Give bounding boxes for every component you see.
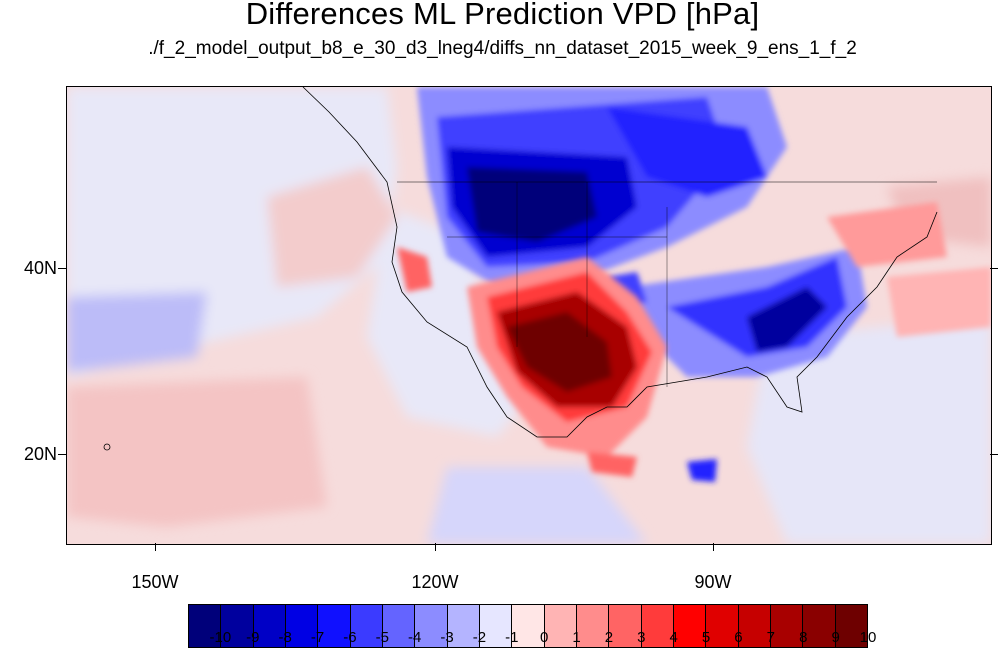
colorbar-swatch (478, 605, 512, 647)
colorbar-label: -10 (209, 629, 232, 646)
colorbar-label: -7 (310, 629, 325, 646)
colorbar-label: 8 (799, 629, 808, 646)
chart-subtitle: ./f_2_model_output_b8_e_30_d3_lneg4/diff… (148, 38, 857, 59)
colorbar-label: 2 (604, 629, 614, 646)
vpd-difference-map (67, 87, 991, 544)
colorbar-label: 4 (669, 629, 678, 646)
lat-label-20n: 20N (24, 444, 58, 464)
colorbar-label: -1 (505, 629, 519, 646)
colorbar-label: -4 (407, 629, 422, 646)
colorbar-swatch (608, 605, 641, 647)
map-panel (66, 86, 992, 545)
colorbar-swatch (834, 605, 867, 647)
lat-tick (990, 268, 998, 269)
lat-label-40n: 40N (24, 258, 58, 278)
colorbar-swatch (220, 605, 253, 647)
colorbar (188, 604, 868, 648)
colorbar-swatch (511, 605, 544, 647)
colorbar-label: 0 (540, 629, 549, 646)
lon-tick (435, 543, 436, 551)
colorbar-swatch (446, 605, 479, 647)
colorbar-swatch (349, 605, 382, 647)
colorbar-label: 7 (766, 629, 776, 646)
lon-label-150w: 150W (131, 572, 179, 592)
colorbar-label: -3 (440, 629, 454, 646)
colorbar-label: 1 (572, 629, 581, 646)
colorbar-label: -6 (343, 629, 357, 646)
lon-label-120w: 120W (411, 572, 459, 592)
colorbar-label: -8 (278, 629, 292, 646)
colorbar-label: 6 (734, 629, 743, 646)
colorbar-swatch (189, 605, 221, 647)
colorbar-label: -9 (246, 629, 260, 646)
colorbar-swatch (705, 605, 738, 647)
colorbar-swatch (640, 605, 673, 647)
colorbar-label: -2 (472, 629, 487, 646)
lon-label-90w: 90W (694, 572, 732, 592)
colorbar-label: -5 (375, 629, 389, 646)
colorbar-swatch (769, 605, 803, 647)
colorbar-swatch (737, 605, 770, 647)
colorbar-swatch (543, 605, 576, 647)
lon-tick (155, 543, 156, 551)
lat-tick (58, 268, 66, 269)
colorbar-label: 3 (637, 629, 646, 646)
colorbar-swatch (802, 605, 835, 647)
field-negative-southeast (607, 247, 867, 482)
colorbar-swatch (672, 605, 706, 647)
colorbar-swatch (252, 605, 285, 647)
coastlines (103, 87, 938, 451)
colorbar-label: 5 (701, 629, 711, 646)
colorbar-swatch (414, 605, 447, 647)
colorbar-swatch (575, 605, 609, 647)
colorbar-swatch (381, 605, 415, 647)
colorbar-label: 9 (831, 629, 840, 646)
colorbar-label: 10 (859, 629, 877, 646)
colorbar-swatch (284, 605, 318, 647)
lon-tick (713, 543, 714, 551)
lat-tick (58, 454, 66, 455)
lat-tick (990, 454, 998, 455)
chart-title: Differences ML Prediction VPD [hPa] (245, 0, 760, 31)
colorbar-swatch (317, 605, 350, 647)
